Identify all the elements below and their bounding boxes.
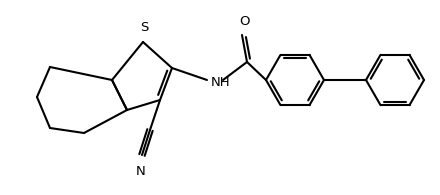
Text: NH: NH xyxy=(211,76,231,90)
Text: S: S xyxy=(140,21,148,34)
Text: N: N xyxy=(136,165,146,178)
Text: O: O xyxy=(239,15,249,28)
